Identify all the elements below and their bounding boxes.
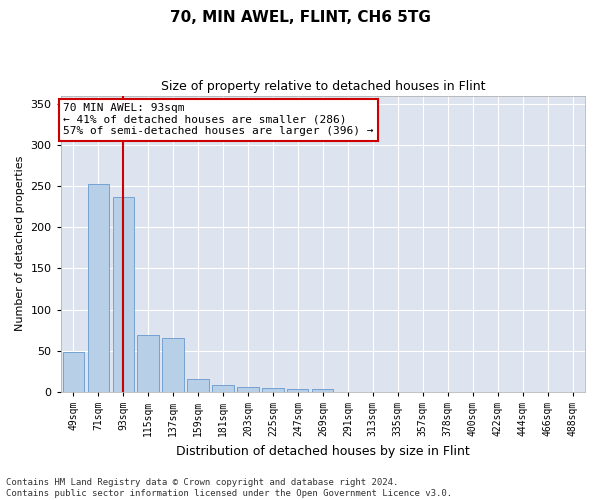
Bar <box>113 197 134 392</box>
Bar <box>287 388 308 392</box>
Text: Contains HM Land Registry data © Crown copyright and database right 2024.
Contai: Contains HM Land Registry data © Crown c… <box>6 478 452 498</box>
Title: Size of property relative to detached houses in Flint: Size of property relative to detached ho… <box>161 80 485 93</box>
Bar <box>212 386 233 392</box>
X-axis label: Distribution of detached houses by size in Flint: Distribution of detached houses by size … <box>176 444 470 458</box>
Bar <box>163 338 184 392</box>
Bar <box>62 352 84 392</box>
Bar <box>187 378 209 392</box>
Text: 70 MIN AWEL: 93sqm
← 41% of detached houses are smaller (286)
57% of semi-detach: 70 MIN AWEL: 93sqm ← 41% of detached hou… <box>64 103 374 136</box>
Text: 70, MIN AWEL, FLINT, CH6 5TG: 70, MIN AWEL, FLINT, CH6 5TG <box>170 10 430 25</box>
Bar <box>137 335 159 392</box>
Bar <box>88 184 109 392</box>
Y-axis label: Number of detached properties: Number of detached properties <box>15 156 25 332</box>
Bar <box>312 388 334 392</box>
Bar <box>262 388 284 392</box>
Bar <box>238 387 259 392</box>
